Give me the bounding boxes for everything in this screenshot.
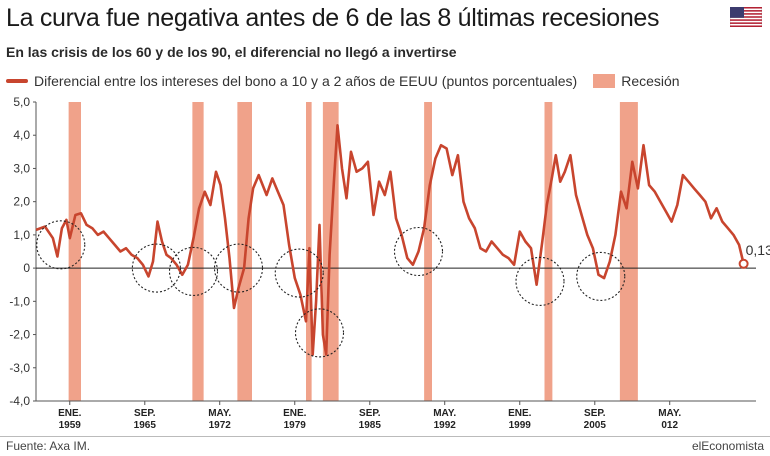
series-line-swatch [6, 79, 28, 83]
x-tick-month: ENE. [508, 408, 532, 419]
chart-subtitle: En las crisis de los 60 y de los 90, el … [6, 44, 457, 60]
brand-label: elEconomista [691, 439, 764, 453]
inversion-circle [274, 248, 324, 298]
x-tick-year: 1979 [284, 420, 307, 431]
y-tick-label: 4,0 [13, 128, 30, 142]
inversion-circle [131, 243, 181, 293]
x-tick-month: MAY. [433, 408, 456, 419]
x-tick-month: ENE. [283, 408, 307, 419]
y-tick-label: 1,0 [13, 228, 30, 242]
inversion-circle [294, 308, 345, 358]
legend-recession-label: Recesión [621, 73, 680, 89]
recession-bar [619, 102, 638, 401]
recession-swatch [593, 74, 616, 88]
x-tick-year: 1959 [59, 420, 82, 431]
end-point-marker [738, 258, 749, 269]
y-tick-label: 5,0 [13, 95, 30, 109]
recession-bar [192, 102, 204, 401]
x-tick-year: 1965 [134, 420, 157, 431]
inversion-circle [36, 220, 86, 270]
x-tick-month: MAY. [208, 408, 231, 419]
x-tick-year: 1972 [209, 420, 232, 431]
y-tick-label: -3,0 [9, 361, 30, 375]
chart-legend: Diferencial entre los intereses del bono… [6, 71, 680, 91]
x-tick-month: SEP. [134, 408, 156, 419]
source-note: Fuente: Axa IM. [6, 439, 91, 453]
x-tick-year: 1999 [509, 420, 532, 431]
footer-divider [0, 436, 770, 437]
chart-plot: 5,04,03,02,01,00-1,0-2,0-3,0-4,0ENE.1959… [9, 95, 770, 431]
y-tick-label: 3,0 [13, 161, 30, 175]
legend-series-label: Diferencial entre los intereses del bono… [34, 73, 578, 89]
y-tick-label: -2,0 [9, 328, 30, 342]
y-tick-label: 0 [23, 261, 30, 275]
inversion-circle [168, 246, 219, 296]
series-line [35, 124, 745, 356]
x-tick-year: 1985 [359, 420, 382, 431]
y-tick-label: 2,0 [13, 195, 30, 209]
y-tick-label: -4,0 [9, 394, 30, 408]
recession-bar [424, 102, 432, 401]
inversion-circle [515, 256, 565, 306]
x-tick-month: SEP. [584, 408, 606, 419]
x-tick-year: 012 [661, 420, 678, 431]
x-tick-year: 1992 [434, 420, 457, 431]
y-tick-label: -1,0 [9, 294, 30, 308]
chart-title: La curva fue negativa antes de 6 de las … [6, 4, 660, 32]
x-tick-year: 2005 [584, 420, 607, 431]
x-tick-month: MAY. [658, 408, 681, 419]
recession-bar [68, 102, 81, 401]
x-tick-month: ENE. [58, 408, 82, 419]
recession-bar [544, 102, 553, 401]
end-value-label: 0,13 [746, 242, 770, 258]
us-flag-icon [730, 7, 762, 27]
inversion-circle [576, 251, 626, 301]
inversion-circle [213, 243, 264, 293]
x-tick-month: SEP. [359, 408, 381, 419]
inversion-circle [393, 226, 444, 277]
